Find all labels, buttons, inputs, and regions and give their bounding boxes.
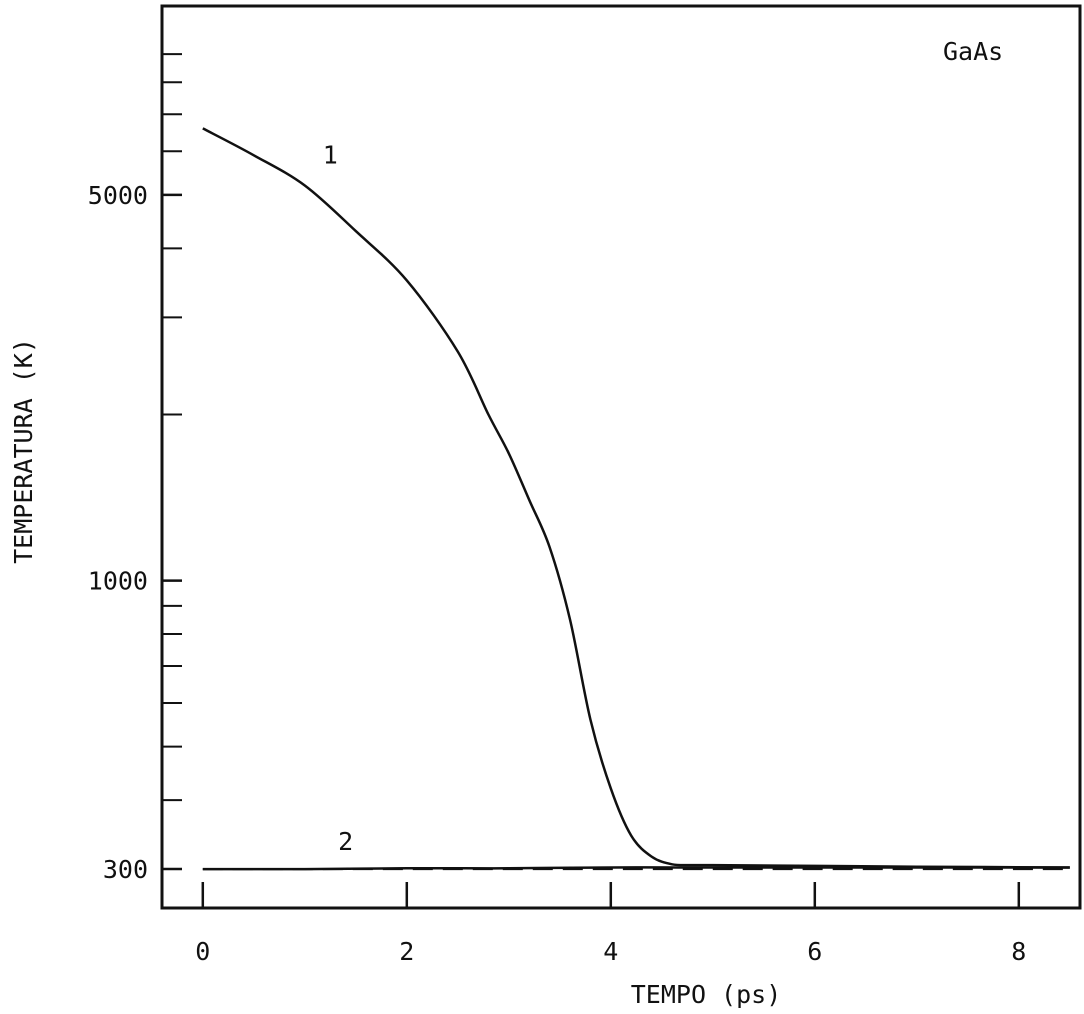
x-axis-title: TEMPO (ps) <box>631 980 782 1009</box>
y-tick-label-5000: 5000 <box>88 181 148 210</box>
tick-labels: 300 1000 5000 0 2 4 6 8 1 2 <box>88 141 1027 966</box>
y-tick-label-300: 300 <box>103 855 148 884</box>
axis-ticks <box>162 53 1021 908</box>
plot-frame <box>160 4 1082 910</box>
x-tick-label-6: 6 <box>807 937 822 966</box>
y-tick-label-1000: 1000 <box>88 567 148 596</box>
x-tick-label-4: 4 <box>603 937 618 966</box>
series-layer <box>202 127 1070 871</box>
y-axis-title: TEMPERATURA (K) <box>9 338 38 564</box>
annotation-gaas: GaAs <box>943 37 1003 66</box>
series-label-2: 2 <box>338 827 353 856</box>
series-line-1 <box>202 127 1070 869</box>
x-tick-label-8: 8 <box>1011 937 1026 966</box>
x-tick-label-2: 2 <box>399 937 414 966</box>
x-tick-label-0: 0 <box>195 937 210 966</box>
series-label-1: 1 <box>323 141 338 170</box>
